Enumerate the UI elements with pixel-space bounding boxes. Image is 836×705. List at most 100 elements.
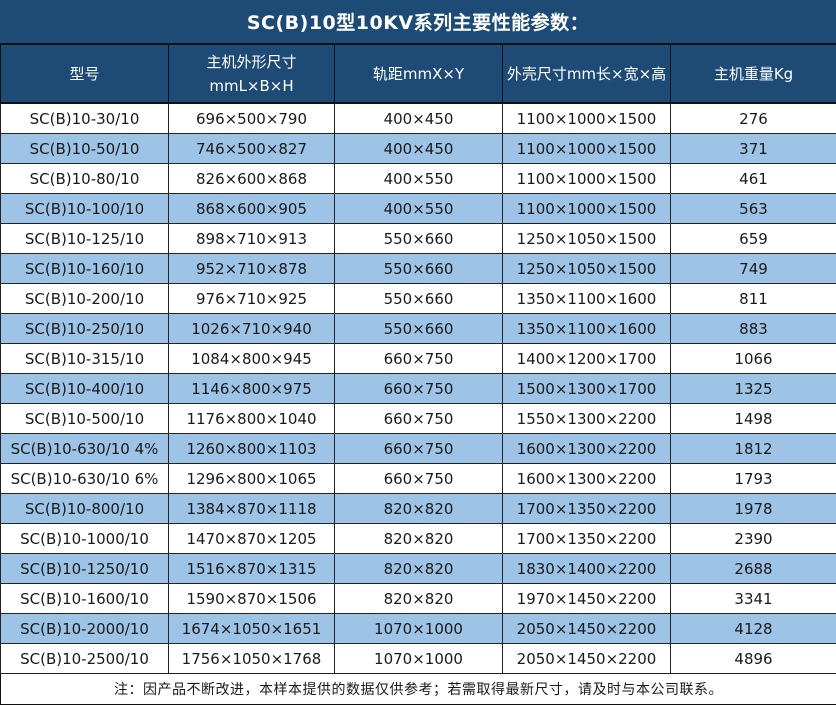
model-cell: SC(B)10-250/10 — [1, 314, 169, 344]
main-dimensions-cell: 696×500×790 — [169, 103, 335, 134]
model-cell: SC(B)10-80/10 — [1, 164, 169, 194]
rail-gauge-cell: 550×660 — [335, 254, 503, 284]
rail-gauge-cell: 550×660 — [335, 224, 503, 254]
main-dimensions-cell: 898×710×913 — [169, 224, 335, 254]
weight-cell: 1498 — [671, 404, 836, 434]
table-row: SC(B)10-1600/101590×870×1506820×8201970×… — [1, 584, 836, 614]
weight-cell: 883 — [671, 314, 836, 344]
model-cell: SC(B)10-800/10 — [1, 494, 169, 524]
table-row: SC(B)10-125/10898×710×913550×6601250×105… — [1, 224, 836, 254]
model-cell: SC(B)10-1600/10 — [1, 584, 169, 614]
table-row: SC(B)10-800/101384×870×1118820×8201700×1… — [1, 494, 836, 524]
main-dimensions-cell: 952×710×878 — [169, 254, 335, 284]
table-row: SC(B)10-1250/101516×870×1315820×8201830×… — [1, 554, 836, 584]
weight-cell: 371 — [671, 134, 836, 164]
table-row: SC(B)10-30/10696×500×790400×4501100×1000… — [1, 103, 836, 134]
main-dimensions-cell: 746×500×827 — [169, 134, 335, 164]
table-row: SC(B)10-315/101084×800×945660×7501400×12… — [1, 344, 836, 374]
main-dimensions-cell: 1146×800×975 — [169, 374, 335, 404]
col-header-shell-dimensions: 外壳尺寸mm长×宽×高 — [503, 45, 671, 104]
model-cell: SC(B)10-2500/10 — [1, 644, 169, 674]
main-dimensions-cell: 1026×710×940 — [169, 314, 335, 344]
main-dimensions-cell: 1674×1050×1651 — [169, 614, 335, 644]
table-row: SC(B)10-2500/101756×1050×17681070×100020… — [1, 644, 836, 674]
col-header-main-dimensions-line2: mmL×B×H — [209, 77, 293, 95]
model-cell: SC(B)10-50/10 — [1, 134, 169, 164]
weight-cell: 1325 — [671, 374, 836, 404]
rail-gauge-cell: 660×750 — [335, 374, 503, 404]
weight-cell: 811 — [671, 284, 836, 314]
shell-dimensions-cell: 1600×1300×2200 — [503, 434, 671, 464]
shell-dimensions-cell: 1100×1000×1500 — [503, 134, 671, 164]
shell-dimensions-cell: 1830×1400×2200 — [503, 554, 671, 584]
weight-cell: 461 — [671, 164, 836, 194]
table-body: SC(B)10-30/10696×500×790400×4501100×1000… — [1, 103, 836, 674]
table-row: SC(B)10-630/10 4%1260×800×1103660×750160… — [1, 434, 836, 464]
shell-dimensions-cell: 1970×1450×2200 — [503, 584, 671, 614]
spec-sheet-page: SC(B)10型10KV系列主要性能参数： 型号 主机外形尺寸 mmL×B×H … — [0, 0, 836, 705]
model-cell: SC(B)10-400/10 — [1, 374, 169, 404]
table-row: SC(B)10-160/10952×710×878550×6601250×105… — [1, 254, 836, 284]
table-row: SC(B)10-500/101176×800×1040660×7501550×1… — [1, 404, 836, 434]
main-dimensions-cell: 1470×870×1205 — [169, 524, 335, 554]
shell-dimensions-cell: 2050×1450×2200 — [503, 614, 671, 644]
table-row: SC(B)10-2000/101674×1050×16511070×100020… — [1, 614, 836, 644]
shell-dimensions-cell: 1600×1300×2200 — [503, 464, 671, 494]
shell-dimensions-cell: 1250×1050×1500 — [503, 224, 671, 254]
header-row: 型号 主机外形尺寸 mmL×B×H 轨距mmX×Y 外壳尺寸mm长×宽×高 主机… — [1, 45, 836, 104]
shell-dimensions-cell: 1550×1300×2200 — [503, 404, 671, 434]
table-row: SC(B)10-50/10746×500×827400×4501100×1000… — [1, 134, 836, 164]
main-dimensions-cell: 1084×800×945 — [169, 344, 335, 374]
col-header-main-dimensions: 主机外形尺寸 mmL×B×H — [169, 45, 335, 104]
col-header-weight-label: 主机重量Kg — [714, 65, 793, 83]
weight-cell: 1978 — [671, 494, 836, 524]
shell-dimensions-cell: 1400×1200×1700 — [503, 344, 671, 374]
main-dimensions-cell: 1516×870×1315 — [169, 554, 335, 584]
shell-dimensions-cell: 1350×1100×1600 — [503, 284, 671, 314]
model-cell: SC(B)10-100/10 — [1, 194, 169, 224]
col-header-rail-gauge: 轨距mmX×Y — [335, 45, 503, 104]
shell-dimensions-cell: 1350×1100×1600 — [503, 314, 671, 344]
rail-gauge-cell: 660×750 — [335, 344, 503, 374]
rail-gauge-cell: 1070×1000 — [335, 614, 503, 644]
shell-dimensions-cell: 2050×1450×2200 — [503, 644, 671, 674]
main-dimensions-cell: 1384×870×1118 — [169, 494, 335, 524]
rail-gauge-cell: 400×550 — [335, 194, 503, 224]
col-header-main-dimensions-line1: 主机外形尺寸 — [206, 53, 296, 71]
col-header-rail-gauge-label: 轨距mmX×Y — [373, 65, 464, 83]
shell-dimensions-cell: 1100×1000×1500 — [503, 103, 671, 134]
col-header-model: 型号 — [1, 45, 169, 104]
col-header-model-label: 型号 — [69, 65, 99, 83]
shell-dimensions-cell: 1250×1050×1500 — [503, 254, 671, 284]
table-row: SC(B)10-1000/101470×870×1205820×8201700×… — [1, 524, 836, 554]
weight-cell: 2390 — [671, 524, 836, 554]
weight-cell: 1812 — [671, 434, 836, 464]
weight-cell: 4128 — [671, 614, 836, 644]
weight-cell: 749 — [671, 254, 836, 284]
table-row: SC(B)10-400/101146×800×975660×7501500×13… — [1, 374, 836, 404]
shell-dimensions-cell: 1500×1300×1700 — [503, 374, 671, 404]
table-row: SC(B)10-250/101026×710×940550×6601350×11… — [1, 314, 836, 344]
table-row: SC(B)10-80/10826×600×868400×5501100×1000… — [1, 164, 836, 194]
table-row: SC(B)10-100/10868×600×905400×5501100×100… — [1, 194, 836, 224]
main-dimensions-cell: 976×710×925 — [169, 284, 335, 314]
weight-cell: 659 — [671, 224, 836, 254]
model-cell: SC(B)10-315/10 — [1, 344, 169, 374]
model-cell: SC(B)10-500/10 — [1, 404, 169, 434]
footer-note: 注：因产品不断改进，本样本提供的数据仅供参考；若需取得最新尺寸，请及时与本公司联… — [1, 674, 836, 705]
rail-gauge-cell: 660×750 — [335, 464, 503, 494]
rail-gauge-cell: 400×450 — [335, 134, 503, 164]
main-dimensions-cell: 1260×800×1103 — [169, 434, 335, 464]
main-dimensions-cell: 1176×800×1040 — [169, 404, 335, 434]
model-cell: SC(B)10-30/10 — [1, 103, 169, 134]
rail-gauge-cell: 400×550 — [335, 164, 503, 194]
main-dimensions-cell: 1590×870×1506 — [169, 584, 335, 614]
spec-table: 型号 主机外形尺寸 mmL×B×H 轨距mmX×Y 外壳尺寸mm长×宽×高 主机… — [0, 44, 836, 705]
page-title: SC(B)10型10KV系列主要性能参数： — [0, 0, 836, 44]
col-header-weight: 主机重量Kg — [671, 45, 836, 104]
table-row: SC(B)10-200/10976×710×925550×6601350×110… — [1, 284, 836, 314]
weight-cell: 1066 — [671, 344, 836, 374]
footer-row: 注：因产品不断改进，本样本提供的数据仅供参考；若需取得最新尺寸，请及时与本公司联… — [1, 674, 836, 705]
weight-cell: 2688 — [671, 554, 836, 584]
rail-gauge-cell: 400×450 — [335, 103, 503, 134]
